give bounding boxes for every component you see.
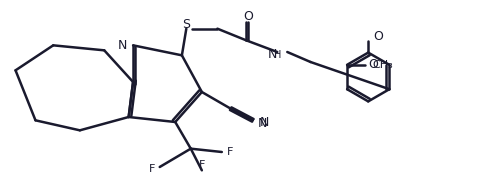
Text: N: N [118,39,127,52]
Text: N: N [260,116,269,129]
Text: N: N [258,117,267,130]
Text: O: O [244,11,253,23]
Text: F: F [199,160,205,170]
Text: H: H [274,50,281,60]
Text: F: F [148,164,155,174]
Text: CH₃: CH₃ [373,60,393,70]
Text: F: F [226,147,233,157]
Text: O: O [373,30,383,43]
Text: S: S [183,18,190,31]
Text: N: N [267,49,277,61]
Text: O: O [368,58,378,71]
